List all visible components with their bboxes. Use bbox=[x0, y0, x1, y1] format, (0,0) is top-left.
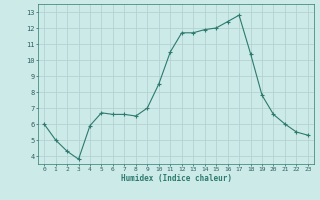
X-axis label: Humidex (Indice chaleur): Humidex (Indice chaleur) bbox=[121, 174, 231, 183]
